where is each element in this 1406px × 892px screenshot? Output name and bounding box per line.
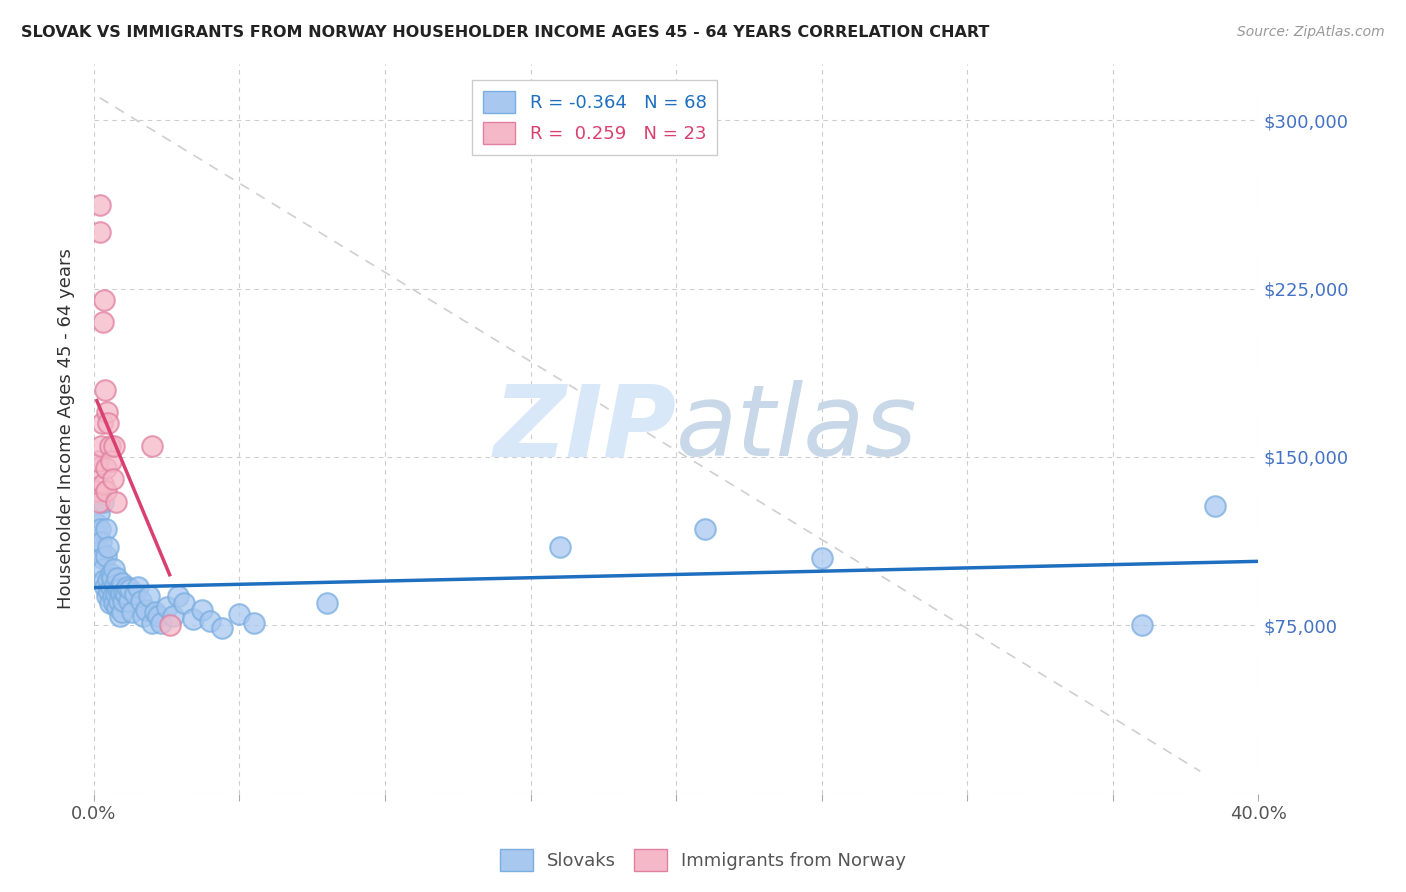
Legend: Slovaks, Immigrants from Norway: Slovaks, Immigrants from Norway — [494, 842, 912, 879]
Point — [93, 293, 115, 307]
Point — [141, 439, 163, 453]
Point — [132, 609, 155, 624]
Point — [114, 584, 136, 599]
Point — [89, 544, 111, 558]
Point — [94, 483, 117, 498]
Point — [103, 562, 125, 576]
Point — [86, 517, 108, 532]
Point — [107, 593, 129, 607]
Point — [96, 405, 118, 419]
Point — [315, 596, 337, 610]
Point — [211, 621, 233, 635]
Point — [97, 540, 120, 554]
Point — [146, 609, 169, 624]
Point — [96, 589, 118, 603]
Point — [105, 600, 128, 615]
Point — [90, 535, 112, 549]
Point — [101, 571, 124, 585]
Point — [111, 605, 134, 619]
Point — [200, 614, 222, 628]
Point — [94, 580, 117, 594]
Point — [98, 584, 121, 599]
Point — [156, 600, 179, 615]
Point — [104, 587, 127, 601]
Point — [120, 582, 142, 597]
Point — [98, 439, 121, 453]
Point — [97, 417, 120, 431]
Point — [104, 578, 127, 592]
Point — [173, 596, 195, 610]
Text: ZIP: ZIP — [494, 380, 676, 477]
Text: Source: ZipAtlas.com: Source: ZipAtlas.com — [1237, 25, 1385, 39]
Point — [96, 461, 118, 475]
Point — [91, 495, 114, 509]
Legend: R = -0.364   N = 68, R =  0.259   N = 23: R = -0.364 N = 68, R = 0.259 N = 23 — [472, 80, 717, 155]
Point — [159, 618, 181, 632]
Point — [89, 198, 111, 212]
Point — [107, 582, 129, 597]
Point — [181, 611, 204, 625]
Point — [162, 609, 184, 624]
Point — [103, 596, 125, 610]
Point — [98, 596, 121, 610]
Point — [108, 582, 131, 597]
Point — [91, 417, 114, 431]
Point — [105, 571, 128, 585]
Point — [143, 605, 166, 619]
Point — [94, 383, 117, 397]
Point — [91, 551, 114, 566]
Point — [93, 574, 115, 588]
Point — [112, 593, 135, 607]
Point — [695, 522, 717, 536]
Point — [118, 593, 141, 607]
Point — [100, 580, 122, 594]
Point — [104, 495, 127, 509]
Point — [89, 506, 111, 520]
Point — [1204, 500, 1226, 514]
Point — [243, 615, 266, 630]
Point — [108, 609, 131, 624]
Point — [91, 562, 114, 576]
Point — [91, 315, 114, 329]
Point — [127, 580, 149, 594]
Point — [138, 589, 160, 603]
Point — [97, 574, 120, 588]
Point — [100, 454, 122, 468]
Point — [121, 605, 143, 619]
Point — [87, 454, 110, 468]
Point — [228, 607, 250, 621]
Point — [91, 476, 114, 491]
Point — [149, 615, 172, 630]
Point — [110, 587, 132, 601]
Point — [89, 226, 111, 240]
Point — [96, 549, 118, 563]
Point — [129, 593, 152, 607]
Point — [115, 587, 138, 601]
Point — [86, 461, 108, 475]
Point — [1130, 618, 1153, 632]
Point — [141, 615, 163, 630]
Y-axis label: Householder Income Ages 45 - 64 years: Householder Income Ages 45 - 64 years — [58, 249, 75, 609]
Point — [103, 439, 125, 453]
Point — [89, 522, 111, 536]
Point — [167, 589, 190, 603]
Point — [94, 522, 117, 536]
Point — [101, 589, 124, 603]
Point — [190, 602, 212, 616]
Point — [135, 602, 157, 616]
Point — [90, 439, 112, 453]
Point — [548, 540, 571, 554]
Point — [124, 587, 146, 601]
Text: SLOVAK VS IMMIGRANTS FROM NORWAY HOUSEHOLDER INCOME AGES 45 - 64 YEARS CORRELATI: SLOVAK VS IMMIGRANTS FROM NORWAY HOUSEHO… — [21, 25, 990, 40]
Text: atlas: atlas — [676, 380, 918, 477]
Point — [100, 566, 122, 581]
Point — [117, 580, 139, 594]
Point — [101, 472, 124, 486]
Point — [110, 575, 132, 590]
Point — [810, 551, 832, 566]
Point — [87, 495, 110, 509]
Point — [87, 528, 110, 542]
Point — [86, 483, 108, 498]
